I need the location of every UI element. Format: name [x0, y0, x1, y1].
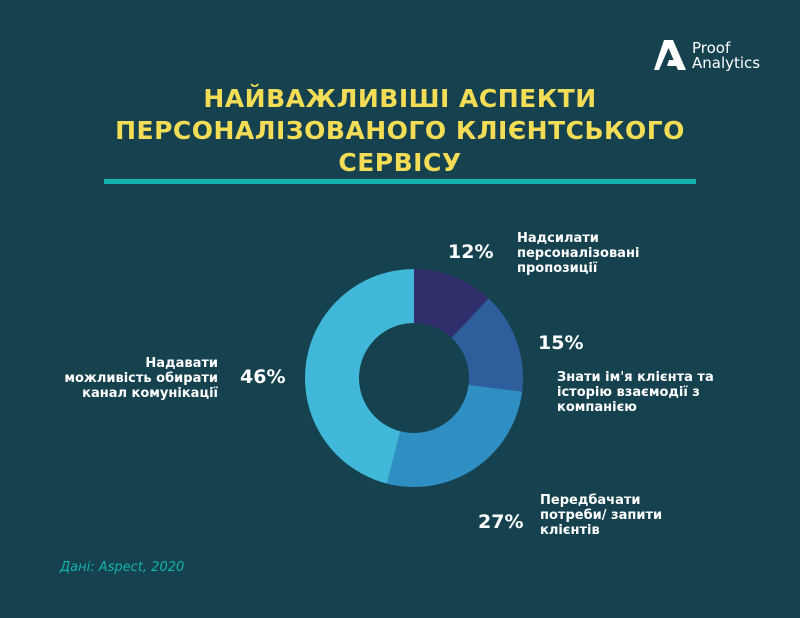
title-line-1: НАЙВАЖЛИВІШІ АСПЕКТИ: [203, 84, 597, 113]
slice-label-3-line-2: можливість обирати: [64, 371, 218, 386]
slice-label-1-line-3: компанією: [557, 400, 637, 415]
slice-label-0-line-3: пропозиції: [517, 261, 598, 276]
slice-label-0-line-1: Надсилати: [517, 231, 599, 246]
logo-text: Proof Analytics: [692, 41, 760, 71]
slice-label-1-line-2: історію взаємодії з: [557, 385, 700, 400]
slice-label-3-line-1: Надавати: [145, 356, 218, 371]
slice-percent-2: 27%: [478, 511, 524, 533]
slice-percent-3: 46%: [240, 366, 286, 388]
slice-label-2: Передбачати потреби/ запити клієнтів: [540, 493, 662, 538]
title-line-3: СЕРВІСУ: [338, 148, 462, 177]
logo-text-line1: Proof: [692, 39, 731, 57]
data-source: Дані: Aspect, 2020: [60, 560, 185, 575]
slice-percent-1: 15%: [538, 332, 584, 354]
logo-text-line2: Analytics: [692, 54, 761, 72]
slice-label-0-line-2: персоналізовані: [517, 246, 640, 261]
slice-label-0: Надсилати персоналізовані пропозиції: [517, 231, 639, 276]
proof-analytics-logo: Proof Analytics: [654, 40, 784, 74]
chart-title: НАЙВАЖЛИВІШІ АСПЕКТИ ПЕРСОНАЛІЗОВАНОГО К…: [0, 83, 800, 179]
slice-label-2-line-2: потреби/ запити: [540, 508, 663, 523]
slice-label-3: Надавати можливість обирати канал комуні…: [40, 356, 218, 401]
title-divider: [104, 179, 696, 184]
slice-label-1-line-1: Знати ім'я клієнта та: [557, 370, 714, 385]
donut-slice-3: [305, 269, 414, 484]
title-line-2: ПЕРСОНАЛІЗОВАНОГО КЛІЄНТСЬКОГО: [115, 116, 685, 145]
donut-slice-2: [386, 384, 523, 487]
slice-percent-0: 12%: [448, 241, 494, 263]
slice-label-1: Знати ім'я клієнта та історію взаємодії …: [557, 370, 714, 415]
donut-slice-1: [451, 298, 523, 392]
logo-a-icon: [654, 40, 686, 70]
slice-label-2-line-3: клієнтів: [540, 523, 600, 538]
slice-label-2-line-1: Передбачати: [540, 493, 641, 508]
donut-slice-0: [414, 269, 489, 338]
slice-label-3-line-3: канал комунікації: [82, 386, 218, 401]
